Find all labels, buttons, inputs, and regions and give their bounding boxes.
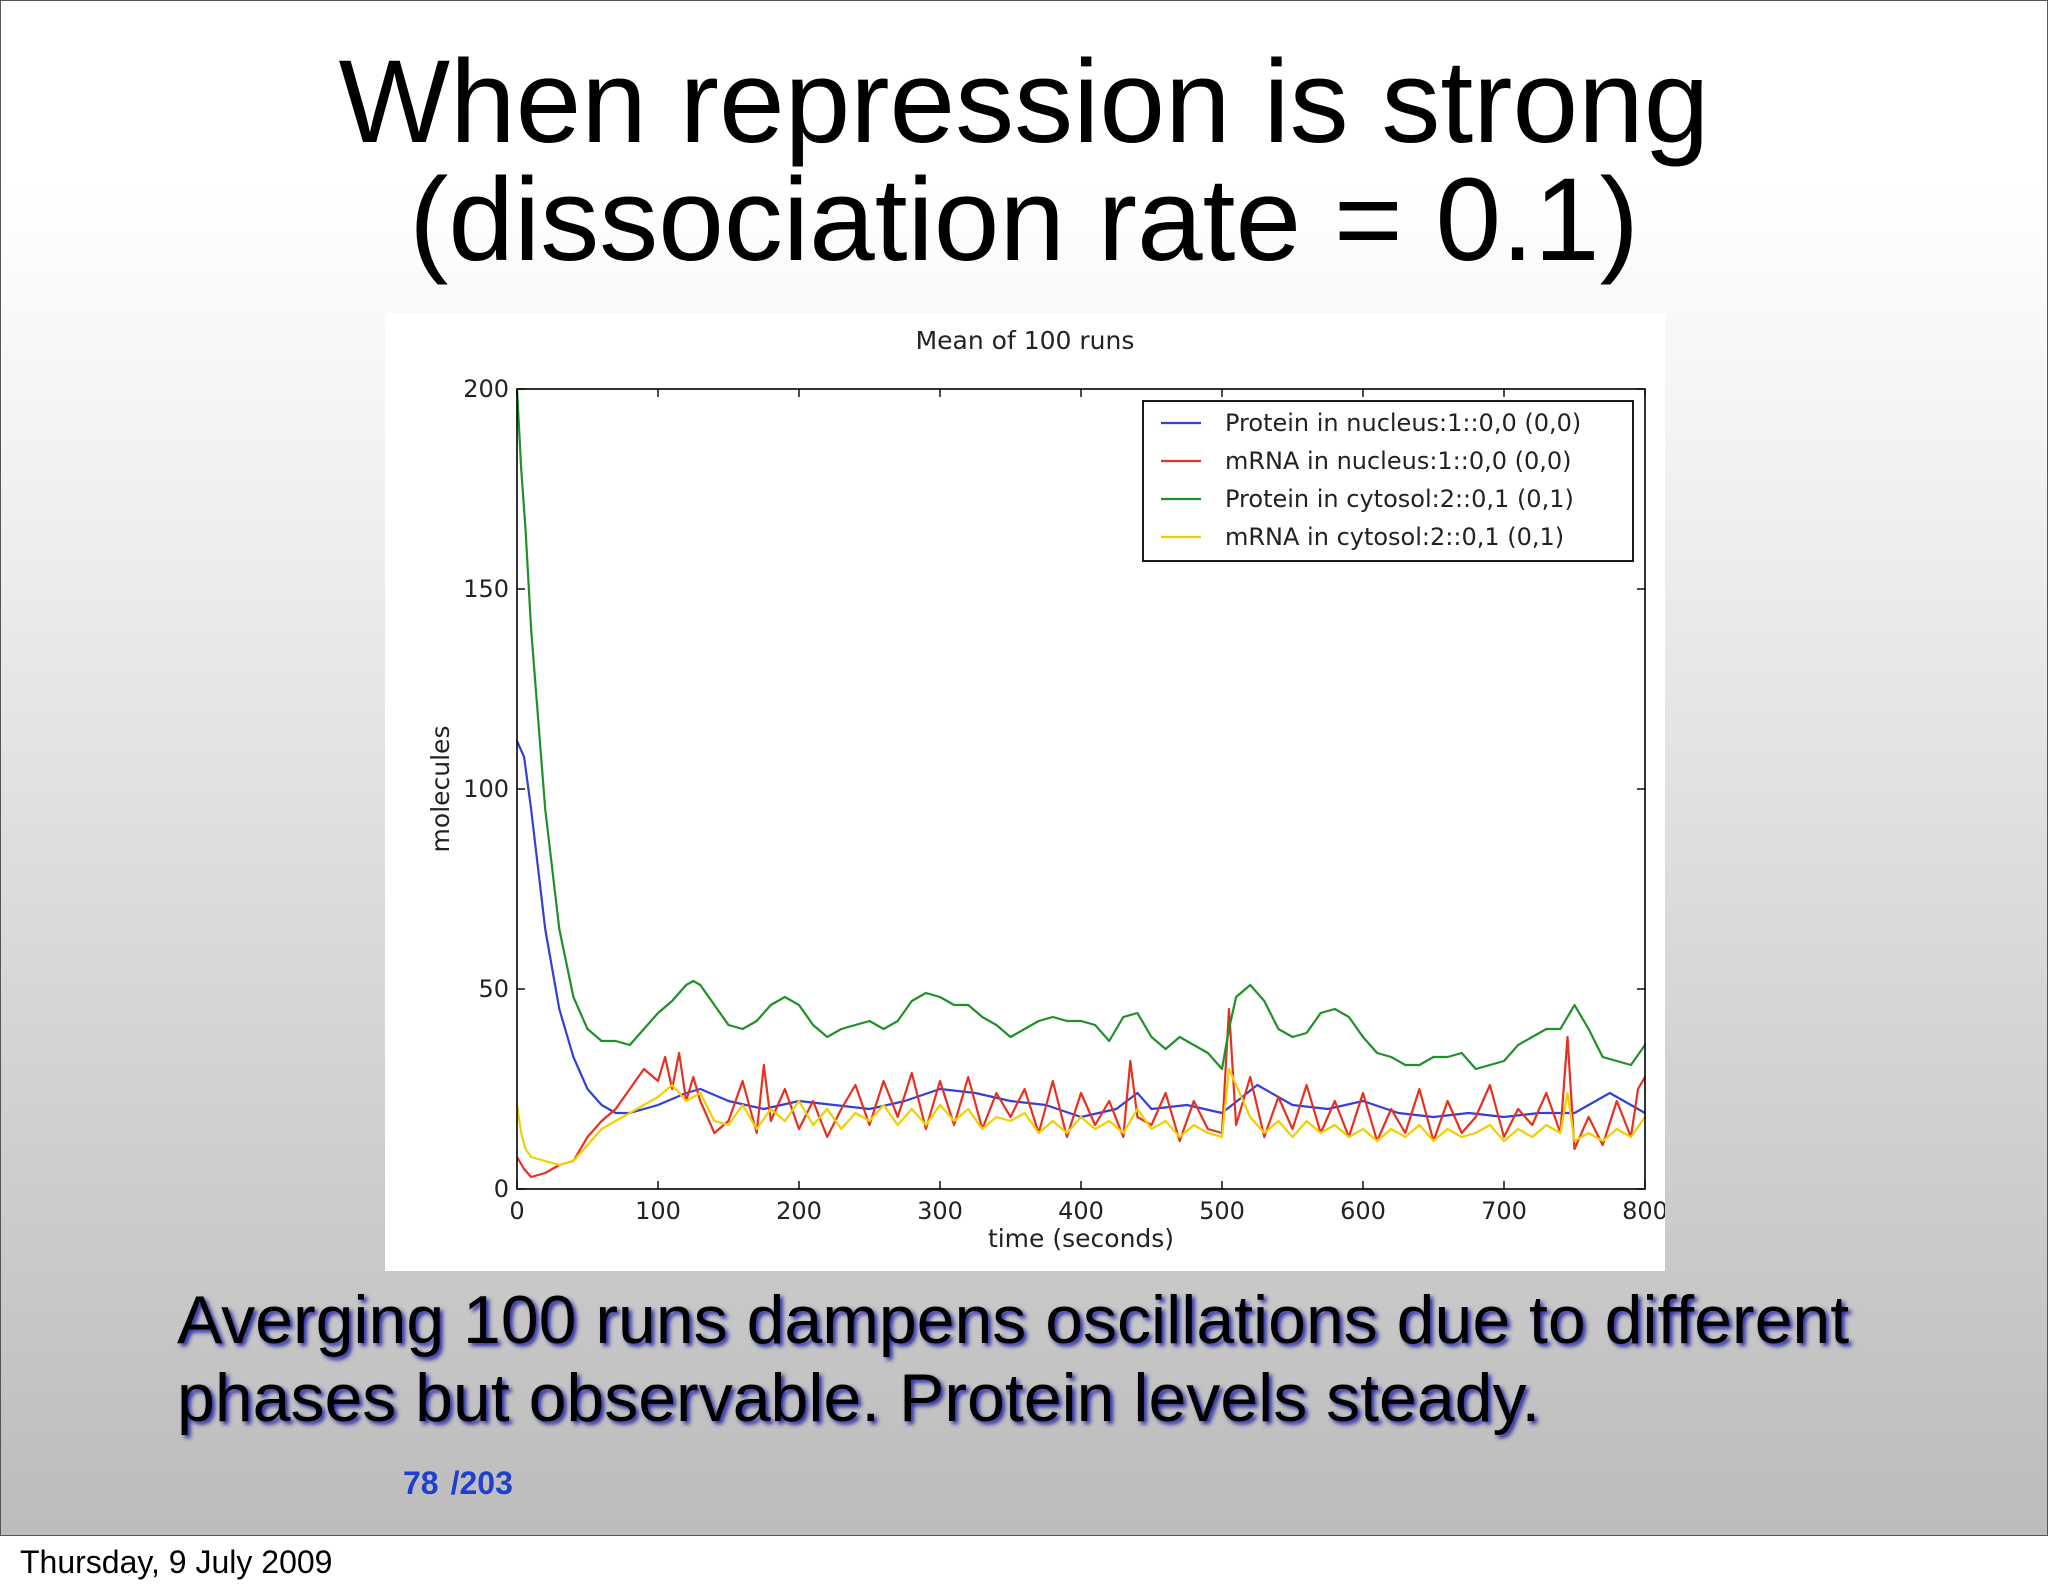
caption-line-1: Averging 100 runs dampens oscillations d… [177, 1282, 1850, 1358]
y-axis-label: molecules [426, 726, 455, 853]
x-tick-label: 400 [1058, 1197, 1104, 1225]
x-tick-label: 100 [635, 1197, 681, 1225]
legend-label-3: Protein in cytosol:2::0,1 (0,1) [1225, 485, 1574, 513]
caption-line-2: phases but observable. Protein levels st… [177, 1360, 1541, 1436]
footer-date: Thursday, 9 July 2009 [20, 1544, 333, 1580]
y-tick-label: 100 [463, 775, 509, 803]
chart-title: Mean of 100 runs [916, 326, 1135, 355]
legend-label-4: mRNA in cytosol:2::0,1 (0,1) [1225, 523, 1564, 551]
page-number: 78/203 [403, 1465, 525, 1502]
legend-entries: Protein in nucleus:1::0,0 (0,0)mRNA in n… [1161, 409, 1581, 551]
chart-legend: Protein in nucleus:1::0,0 (0,0)mRNA in n… [1142, 400, 1634, 562]
y-tick-label: 50 [478, 975, 509, 1003]
legend-box [1142, 400, 1634, 562]
plot-series-group [515, 388, 1646, 1179]
x-tick-label: 700 [1481, 1197, 1527, 1225]
chart-panel: Mean of 100 runs 0 100 200 300 400 500 600 700 8… [385, 313, 1665, 1271]
x-tick-label: 0 [509, 1197, 524, 1225]
y-tick-label: 0 [494, 1175, 509, 1203]
series-line-4 [515, 1067, 1646, 1167]
x-tick-label: 300 [917, 1197, 963, 1225]
y-tick-label: 200 [463, 375, 509, 403]
x-tick-label: 800 [1622, 1197, 1665, 1225]
x-tick-label: 500 [1199, 1197, 1245, 1225]
series-line-1 [515, 740, 1646, 1119]
series-line-3 [515, 388, 1646, 1071]
y-tick-label: 150 [463, 575, 509, 603]
slide-title-line-2: (dissociation rate = 0.1) [409, 154, 1639, 286]
page-total: /203 [450, 1465, 513, 1501]
axis-ticks-group: 0 100 200 300 400 500 600 700 800 0 50 100 150 200 [463, 375, 1665, 1225]
slide-title-line-1: When repression is strong [338, 36, 1710, 168]
line-chart: Mean of 100 runs 0 100 200 300 400 500 600 700 8… [426, 326, 1665, 1253]
series-line-2 [516, 1007, 1646, 1179]
legend-label-1: Protein in nucleus:1::0,0 (0,0) [1225, 409, 1581, 437]
page-current: 78 [403, 1465, 439, 1501]
slide-title: When repression is strong (dissociation … [1, 43, 2047, 279]
slide-background: When repression is strong (dissociation … [0, 0, 2048, 1536]
slide-caption: Averging 100 runs dampens oscillations d… [177, 1281, 1997, 1437]
legend-label-2: mRNA in nucleus:1::0,0 (0,0) [1225, 447, 1572, 475]
x-tick-label: 200 [776, 1197, 822, 1225]
x-tick-label: 600 [1340, 1197, 1386, 1225]
x-axis-label: time (seconds) [988, 1224, 1174, 1253]
